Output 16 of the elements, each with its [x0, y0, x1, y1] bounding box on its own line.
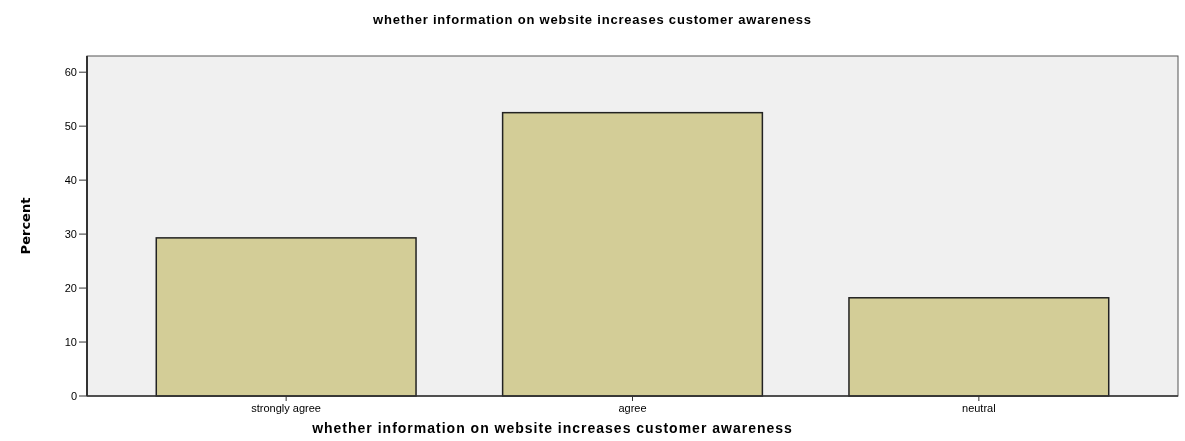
- y-tick-label: 30: [64, 227, 77, 240]
- bar: [501, 111, 764, 397]
- x-tick-label: agree: [618, 402, 647, 414]
- x-axis-title: whether information on website increases customer awareness: [311, 420, 793, 436]
- bar: [155, 237, 417, 397]
- bar: [848, 297, 1110, 397]
- y-tick-label: 0: [70, 389, 77, 402]
- y-tick-label: 40: [64, 173, 77, 186]
- y-tick-label: 50: [64, 120, 77, 133]
- y-tick-label: 20: [64, 281, 77, 294]
- x-tick-label: strongly agree: [251, 402, 322, 414]
- x-tick-label: neutral: [962, 402, 996, 414]
- y-tick-label: 10: [64, 335, 77, 348]
- y-tick-label: 60: [64, 66, 77, 79]
- y-axis-title: Percent: [18, 197, 33, 255]
- chart-title: whether information on website increases customer awareness: [372, 12, 812, 27]
